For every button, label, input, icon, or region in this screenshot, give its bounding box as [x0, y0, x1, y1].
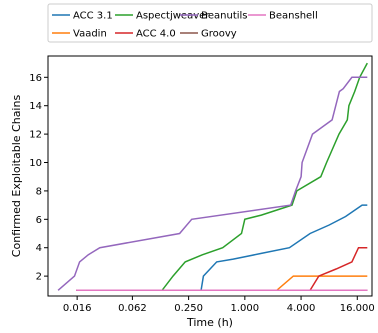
x-tick-label: 1.000	[231, 303, 260, 314]
x-tick-label: 0.062	[118, 303, 147, 314]
legend-label: ACC 3.1	[73, 11, 113, 22]
legend-label: ACC 4.0	[136, 29, 176, 40]
series-line-0	[76, 204, 368, 292]
x-axis: 0.016 0.062 0.250 1.000 4.000 16.000	[63, 296, 375, 314]
y-tick-label: 6	[36, 215, 42, 226]
series-line-7	[57, 76, 368, 291]
x-tick-label: 0.016	[63, 303, 92, 314]
series-line-2	[76, 62, 368, 292]
y-tick-label: 10	[29, 158, 42, 169]
x-axis-label: Time (h)	[186, 316, 233, 329]
series-line-1	[76, 275, 368, 292]
y-tick-label: 8	[36, 186, 42, 197]
y-axis: 2 4 6 8 10 12 14 16	[29, 73, 48, 283]
y-tick-label: 12	[29, 130, 42, 141]
x-tick-label: 4.000	[287, 303, 316, 314]
y-tick-label: 14	[29, 101, 42, 112]
y-tick-label: 2	[36, 272, 42, 283]
x-tick-label: 0.250	[174, 303, 203, 314]
plot-frame	[47, 55, 373, 297]
legend-label: Vaadin	[73, 29, 107, 40]
legend-label: Groovy	[201, 29, 237, 40]
series-layer	[57, 62, 368, 292]
y-tick-label: 4	[36, 243, 42, 254]
y-axis-label: Confirmed Exploitable Chains	[10, 95, 23, 258]
series-line-3	[76, 246, 368, 292]
legend-label: Aspectjweaver	[136, 11, 210, 22]
legend-label: Beanshell	[269, 11, 318, 22]
x-tick-label: 16.000	[340, 303, 375, 314]
legend-label: Beanutils	[201, 11, 248, 22]
y-tick-label: 16	[29, 73, 42, 84]
legend: ACC 3.1 Vaadin Aspectjweaver ACC 4.0 Beanuti…	[47, 3, 373, 43]
